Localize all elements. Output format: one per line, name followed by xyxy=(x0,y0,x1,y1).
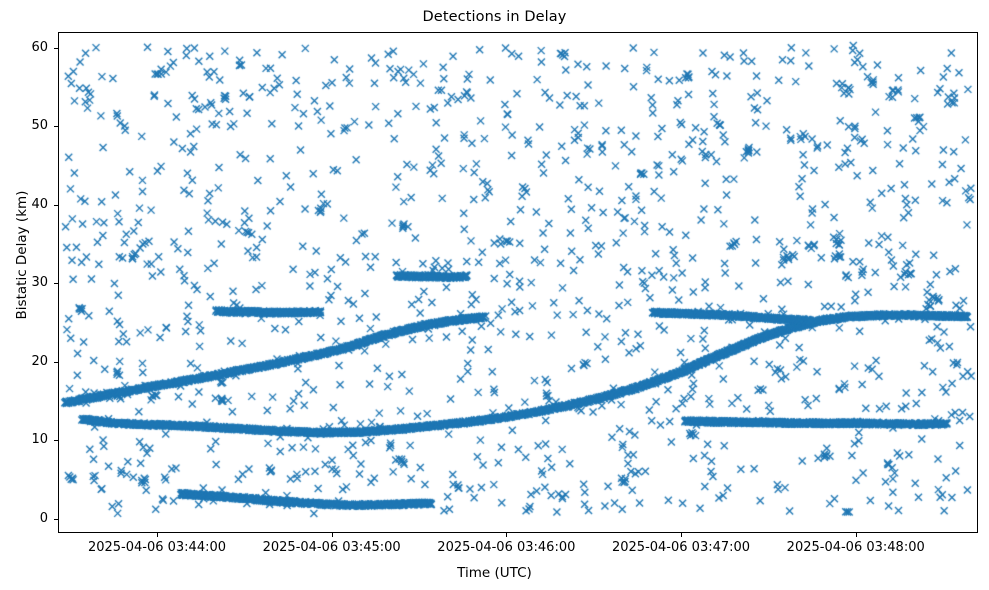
y-axis-tick-label: 60 xyxy=(31,39,48,55)
y-axis-tick-label: 10 xyxy=(31,432,48,448)
y-axis-tick-label: 0 xyxy=(39,510,48,526)
x-axis-tick-label: 2025-04-06 03:47:00 xyxy=(611,540,751,555)
y-axis-tick-label: 20 xyxy=(31,353,48,369)
y-axis-tick-mark xyxy=(54,126,58,128)
x-axis-tick-mark xyxy=(855,533,857,537)
x-axis-tick-mark xyxy=(156,533,159,537)
plot-area xyxy=(58,32,978,533)
x-axis-label: Time (UTC) xyxy=(457,565,532,581)
x-axis-tick-mark xyxy=(506,533,508,537)
y-axis-tick-mark xyxy=(54,361,58,363)
y-axis-tick-mark xyxy=(54,47,58,49)
y-axis-tick-label: 40 xyxy=(31,196,48,212)
x-axis-tick-mark xyxy=(681,533,683,537)
y-axis-tick-mark xyxy=(54,518,58,520)
y-axis-tick-label: 30 xyxy=(31,275,48,291)
y-axis-tick-mark xyxy=(54,204,58,206)
x-axis-tick-label: 2025-04-06 03:45:00 xyxy=(262,540,401,555)
x-axis-tick-label: 2025-04-06 03:44:00 xyxy=(87,540,227,555)
x-axis-tick-label: 2025-04-06 03:46:00 xyxy=(437,540,576,555)
y-axis-tick-label: 50 xyxy=(31,118,48,134)
x-axis-tick-label: 2025-04-06 03:48:00 xyxy=(786,540,925,555)
scatter-points-layer xyxy=(59,33,977,532)
y-axis-tick-mark xyxy=(54,440,58,442)
page-title: Detections in Delay xyxy=(422,9,567,25)
y-axis-tick-marks xyxy=(54,0,58,590)
y-axis-tick-mark xyxy=(54,283,58,285)
x-axis-tick-mark xyxy=(331,533,333,537)
y-axis-tick-labels: 60 50 40 30 20 10 0 xyxy=(0,0,58,590)
